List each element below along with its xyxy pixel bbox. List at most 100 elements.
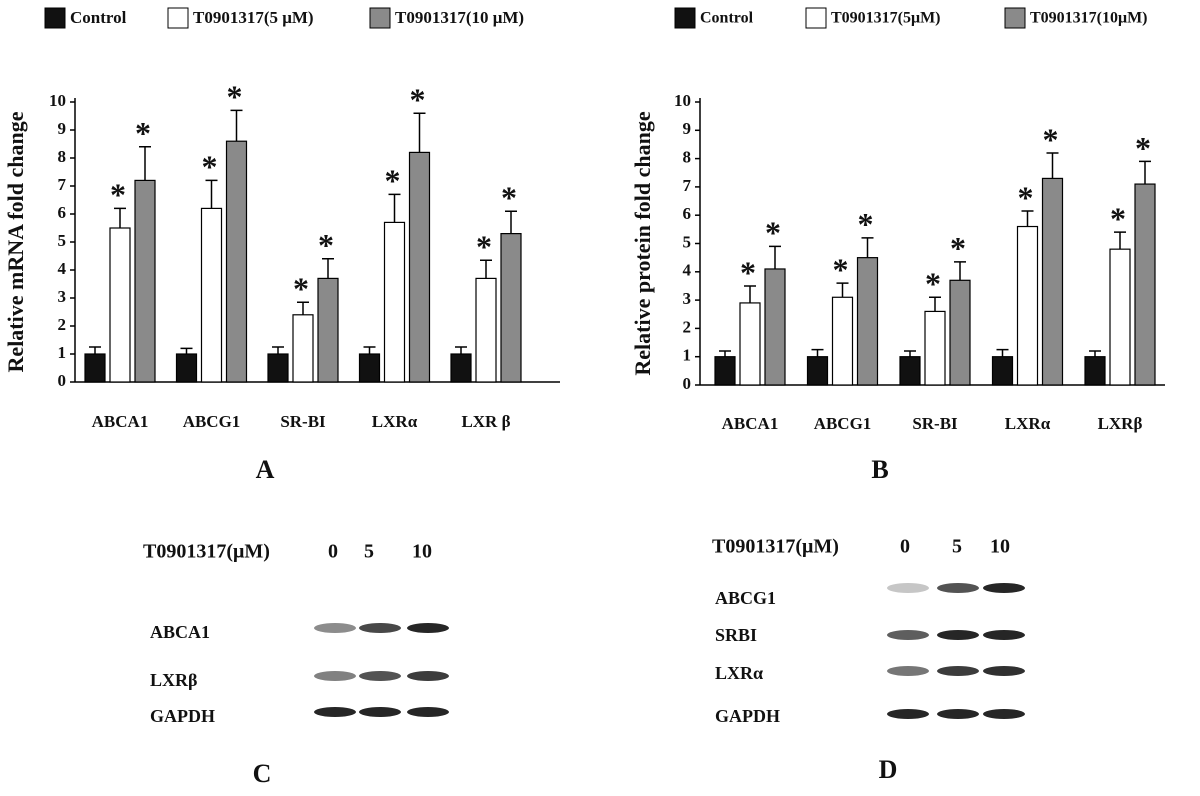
blot-band bbox=[983, 709, 1025, 719]
blot-band bbox=[887, 630, 929, 640]
bar bbox=[408, 151, 431, 383]
bar bbox=[1084, 356, 1106, 386]
y-tick-label: 3 bbox=[683, 289, 692, 308]
bar bbox=[84, 353, 106, 383]
error-bar bbox=[719, 350, 731, 357]
y-axis-label: Relative protein fold change bbox=[630, 111, 655, 375]
significance-marker: * bbox=[385, 163, 401, 199]
significance-marker: * bbox=[202, 149, 218, 185]
panel-label: D bbox=[879, 755, 898, 784]
blot-row-label: SRBI bbox=[715, 625, 757, 645]
error-bar bbox=[205, 179, 218, 209]
blot-row-label: LXRβ bbox=[150, 670, 198, 690]
y-tick-label: 2 bbox=[683, 317, 692, 336]
error-bar bbox=[230, 109, 243, 142]
bar bbox=[225, 140, 248, 383]
significance-marker: * bbox=[318, 227, 334, 263]
legend-label: T0901317(10μM) bbox=[1030, 10, 1148, 27]
error-bar bbox=[811, 348, 824, 357]
error-bar bbox=[363, 346, 376, 354]
bar bbox=[991, 356, 1014, 386]
y-tick-label: 6 bbox=[58, 203, 67, 222]
bar bbox=[856, 257, 879, 386]
legend-swatch bbox=[44, 7, 66, 29]
significance-marker: * bbox=[410, 82, 426, 118]
x-tick-label: ABCA1 bbox=[92, 412, 149, 431]
y-tick-label: 4 bbox=[58, 259, 67, 278]
blot-band bbox=[359, 707, 401, 717]
y-tick-label: 3 bbox=[58, 287, 67, 306]
significance-marker: * bbox=[765, 215, 781, 251]
y-tick-label: 10 bbox=[49, 91, 66, 110]
significance-marker: * bbox=[1135, 130, 1151, 166]
y-tick-label: 1 bbox=[58, 343, 67, 362]
bar bbox=[739, 302, 761, 386]
significance-marker: * bbox=[950, 230, 966, 266]
blot-band bbox=[359, 623, 401, 633]
error-bar bbox=[413, 112, 426, 153]
legend-label: T0901317(5μM) bbox=[831, 10, 941, 27]
blot-band bbox=[314, 671, 356, 681]
bar bbox=[949, 279, 971, 386]
error-bar bbox=[455, 346, 467, 354]
lane-label: 10 bbox=[412, 541, 432, 563]
bar bbox=[924, 310, 946, 386]
y-tick-label: 7 bbox=[58, 175, 67, 194]
error-bar bbox=[89, 346, 101, 354]
blot-row-label: GAPDH bbox=[150, 706, 215, 726]
panel-label: B bbox=[871, 455, 888, 484]
error-bar bbox=[272, 346, 284, 354]
error-bar bbox=[480, 259, 492, 279]
blot-band bbox=[937, 583, 979, 593]
error-bar bbox=[322, 258, 334, 279]
blot-band bbox=[359, 671, 401, 681]
bar bbox=[134, 179, 156, 383]
y-tick-label: 6 bbox=[683, 204, 692, 223]
error-bar bbox=[139, 146, 151, 181]
lane-label: 5 bbox=[952, 536, 962, 558]
y-tick-label: 9 bbox=[683, 119, 692, 138]
y-tick-label: 9 bbox=[58, 119, 67, 138]
bar bbox=[1041, 177, 1064, 386]
bar bbox=[450, 353, 472, 383]
x-tick-label: SR-BI bbox=[912, 414, 958, 433]
x-tick-label: LXRα bbox=[372, 412, 418, 431]
bar bbox=[831, 296, 854, 386]
error-bar bbox=[505, 210, 517, 234]
blot-band bbox=[887, 583, 929, 593]
bar bbox=[109, 227, 131, 383]
blot-band bbox=[407, 707, 449, 717]
error-bar bbox=[904, 350, 916, 357]
x-tick-label: ABCA1 bbox=[722, 414, 779, 433]
legend-swatch bbox=[1004, 7, 1026, 29]
legend-swatch bbox=[167, 7, 189, 29]
x-tick-label: LXRα bbox=[1005, 414, 1051, 433]
blot-band bbox=[983, 630, 1025, 640]
blot-band bbox=[887, 709, 929, 719]
error-bar bbox=[1046, 152, 1059, 179]
x-tick-label: LXR β bbox=[461, 412, 510, 431]
error-bar bbox=[1089, 350, 1101, 357]
blot-row-label: ABCG1 bbox=[715, 588, 776, 608]
significance-marker: * bbox=[833, 251, 849, 287]
blot-row-label: ABCA1 bbox=[150, 622, 210, 642]
significance-marker: * bbox=[925, 266, 941, 302]
y-tick-label: 0 bbox=[58, 371, 67, 390]
blot-band bbox=[937, 709, 979, 719]
significance-marker: * bbox=[135, 115, 151, 151]
panel-label: C bbox=[253, 759, 272, 788]
y-tick-label: 5 bbox=[58, 231, 67, 250]
blot-band bbox=[887, 666, 929, 676]
significance-marker: * bbox=[501, 180, 517, 216]
x-tick-label: ABCG1 bbox=[814, 414, 872, 433]
bar bbox=[358, 353, 381, 383]
bar bbox=[317, 277, 339, 383]
x-tick-label: LXRβ bbox=[1098, 414, 1143, 433]
lane-label: 0 bbox=[328, 541, 338, 563]
x-tick-label: ABCG1 bbox=[183, 412, 241, 431]
blot-band bbox=[314, 623, 356, 633]
y-axis-label: Relative mRNA fold change bbox=[3, 111, 28, 372]
y-tick-label: 0 bbox=[683, 374, 692, 393]
bar bbox=[806, 356, 829, 386]
